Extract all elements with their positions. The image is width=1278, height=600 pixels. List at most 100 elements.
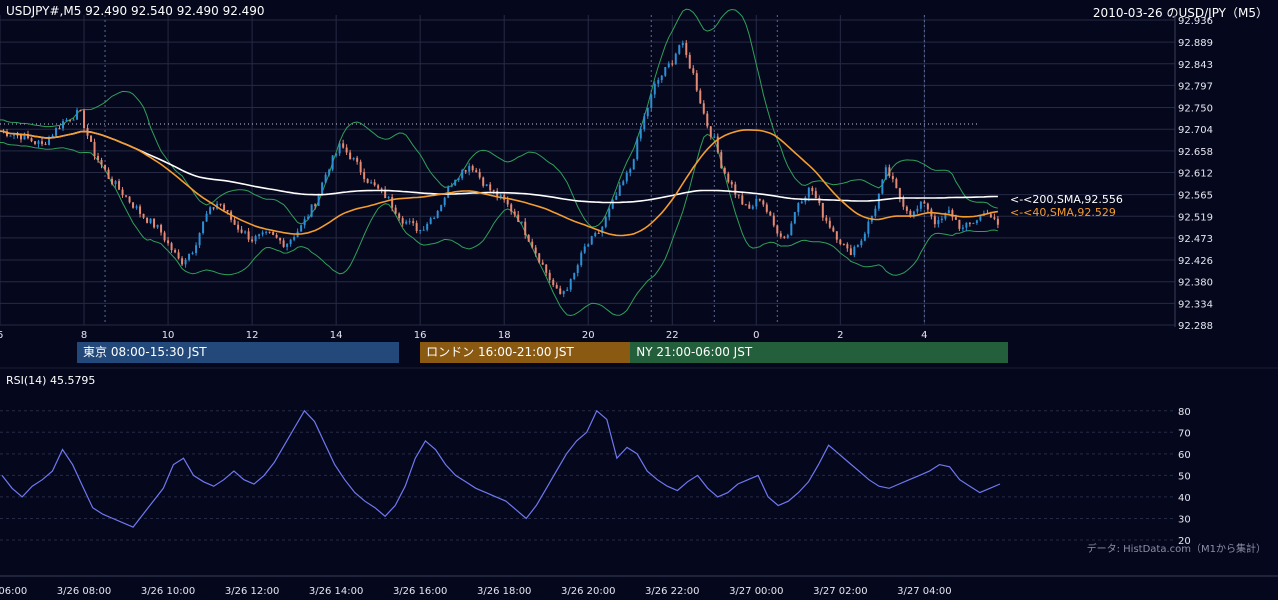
- candle-body: [20, 135, 22, 139]
- candle-body: [461, 170, 463, 178]
- candle-body: [605, 217, 607, 227]
- rsi-tick-label: 40: [1178, 493, 1191, 504]
- candle-body: [59, 128, 61, 129]
- time-tick-label: 3/26 22:00: [645, 586, 699, 597]
- candle-body: [419, 230, 421, 231]
- candle-body: [356, 158, 358, 162]
- candle-body: [619, 185, 621, 196]
- candle-body: [188, 254, 190, 260]
- candle-body: [906, 207, 908, 211]
- candle-body: [514, 211, 516, 214]
- candle-body: [251, 240, 253, 242]
- candle-body: [528, 235, 530, 242]
- candle-body: [948, 210, 950, 213]
- candle-body: [486, 184, 488, 185]
- candle-body: [440, 205, 442, 211]
- candle-body: [710, 126, 712, 136]
- candle-body: [853, 247, 855, 255]
- rsi-tick-label: 50: [1178, 471, 1191, 482]
- rsi-tick-label: 70: [1178, 428, 1191, 439]
- candle-body: [706, 114, 708, 127]
- candle-body: [822, 203, 824, 218]
- candle-body: [972, 223, 974, 224]
- candle-body: [468, 166, 470, 172]
- bollinger-lower: [0, 134, 998, 315]
- candle-body: [276, 235, 278, 238]
- candle-body: [941, 219, 943, 220]
- candle-body: [97, 156, 99, 160]
- candle-body: [153, 219, 155, 228]
- candle-body: [689, 55, 691, 68]
- candle-body: [997, 219, 999, 225]
- candle-body: [993, 217, 995, 219]
- candle-body: [720, 152, 722, 168]
- candle-body: [213, 207, 215, 208]
- hour-tick-label: 14: [330, 330, 343, 341]
- candle-body: [524, 222, 526, 235]
- candle-body: [839, 240, 841, 244]
- candle-body: [545, 265, 547, 273]
- price-tick-label: 92.889: [1178, 38, 1213, 49]
- candle-body: [748, 205, 750, 209]
- candle-body: [209, 207, 211, 214]
- price-tick-label: 92.565: [1178, 191, 1213, 202]
- candle-body: [195, 245, 197, 253]
- candle-body: [608, 209, 610, 218]
- candle-body: [339, 143, 341, 153]
- candle-body: [846, 244, 848, 248]
- candle-body: [769, 212, 771, 216]
- candle-body: [157, 225, 159, 228]
- candle-body: [262, 232, 264, 234]
- candle-body: [94, 142, 96, 156]
- candle-body: [538, 253, 540, 262]
- candle-body: [829, 221, 831, 228]
- price-tick-label: 92.936: [1178, 16, 1213, 27]
- candle-body: [174, 250, 176, 252]
- candle-body: [867, 222, 869, 234]
- candle-body: [815, 191, 817, 198]
- candle-body: [731, 182, 733, 185]
- sma200-line: [0, 131, 998, 202]
- candlesticks: [3, 40, 999, 297]
- candle-body: [650, 94, 652, 108]
- candle-body: [139, 206, 141, 213]
- candle-body: [34, 141, 36, 144]
- price-tick-label: 92.704: [1178, 125, 1213, 136]
- candle-body: [566, 290, 568, 291]
- candle-body: [580, 253, 582, 266]
- candle-body: [370, 182, 372, 183]
- price-tick-label: 92.426: [1178, 256, 1213, 267]
- candle-body: [38, 141, 40, 144]
- time-tick-label: 3/26 16:00: [393, 586, 447, 597]
- candle-body: [510, 204, 512, 211]
- candle-body: [10, 136, 12, 137]
- candle-body: [185, 260, 187, 265]
- candle-body: [167, 240, 169, 243]
- candle-body: [146, 218, 148, 223]
- candle-body: [899, 188, 901, 199]
- hour-tick-label: 12: [246, 330, 259, 341]
- candle-body: [675, 54, 677, 65]
- candle-body: [668, 64, 670, 68]
- candle-body: [143, 214, 145, 218]
- candle-body: [549, 273, 551, 280]
- candle-body: [465, 170, 467, 172]
- candle-body: [290, 240, 292, 244]
- candle-body: [220, 204, 222, 205]
- candle-body: [349, 153, 351, 160]
- candle-body: [696, 73, 698, 90]
- time-tick-label: 3/26 12:00: [225, 586, 279, 597]
- candle-body: [62, 121, 64, 128]
- candle-body: [783, 237, 785, 238]
- candle-body: [101, 160, 103, 165]
- candle-body: [160, 225, 162, 233]
- candle-body: [937, 220, 939, 224]
- candle-body: [353, 158, 355, 160]
- candle-body: [164, 233, 166, 241]
- hour-tick-label: 18: [498, 330, 511, 341]
- candle-body: [682, 43, 684, 45]
- candle-body: [615, 196, 617, 200]
- candle-body: [377, 185, 379, 188]
- candle-body: [892, 176, 894, 179]
